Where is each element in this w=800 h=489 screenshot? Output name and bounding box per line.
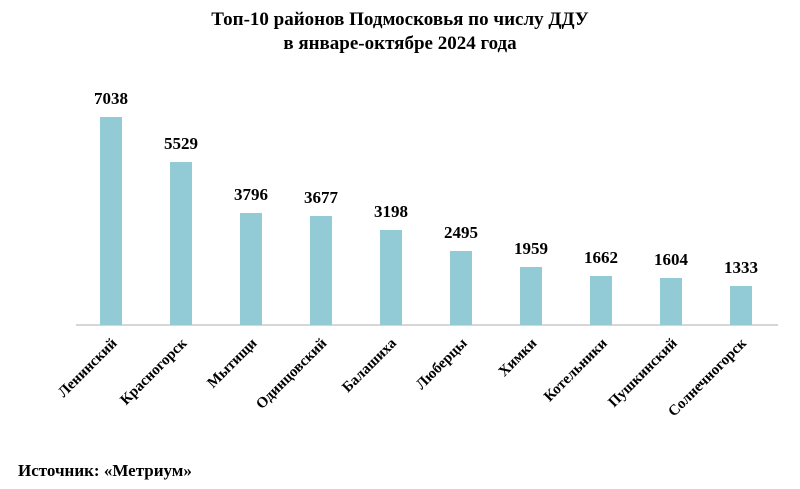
x-axis-category-label: Мытищи <box>204 335 261 392</box>
bar <box>590 276 612 325</box>
bar-value-label: 1333 <box>724 258 758 277</box>
x-axis-category-label: Красногорск <box>117 335 191 409</box>
chart-title: Топ-10 районов Подмосковья по числу ДДУ … <box>0 8 800 56</box>
x-axis-category-label: Балашиха <box>339 335 400 397</box>
chart-title-line-1: Топ-10 районов Подмосковья по числу ДДУ <box>211 9 589 30</box>
bar <box>520 267 542 325</box>
bar-value-label: 3796 <box>234 185 268 204</box>
x-axis-category-label: Котельники <box>541 335 611 406</box>
bar <box>380 230 402 325</box>
bar <box>100 117 122 325</box>
bar-value-label: 1604 <box>654 250 688 269</box>
x-axis-category-label: Химки <box>495 335 541 381</box>
x-axis-category-label: Люберцы <box>413 335 471 393</box>
x-axis-category-label: Пушкинский <box>605 335 681 411</box>
bar <box>170 162 192 325</box>
bar-value-label: 3677 <box>304 188 338 207</box>
source-note: Источник: «Метриум» <box>18 461 192 480</box>
bar <box>310 216 332 325</box>
bar-value-label: 1959 <box>514 239 548 258</box>
bar <box>730 286 752 325</box>
bar-value-label: 5529 <box>164 134 198 153</box>
bar-value-label: 1662 <box>584 248 618 267</box>
x-axis-category-label: Одинцовский <box>253 335 331 413</box>
bar <box>240 213 262 325</box>
bar-value-label: 2495 <box>444 223 478 242</box>
bar <box>660 278 682 325</box>
bar <box>450 251 472 325</box>
x-axis-category-label: Ленинский <box>55 335 121 401</box>
x-axis-line <box>76 324 778 326</box>
bar-value-label: 7038 <box>94 89 128 108</box>
bar-value-label: 3198 <box>374 202 408 221</box>
chart-title-line-2: в январе-октябре 2024 года <box>283 33 517 54</box>
